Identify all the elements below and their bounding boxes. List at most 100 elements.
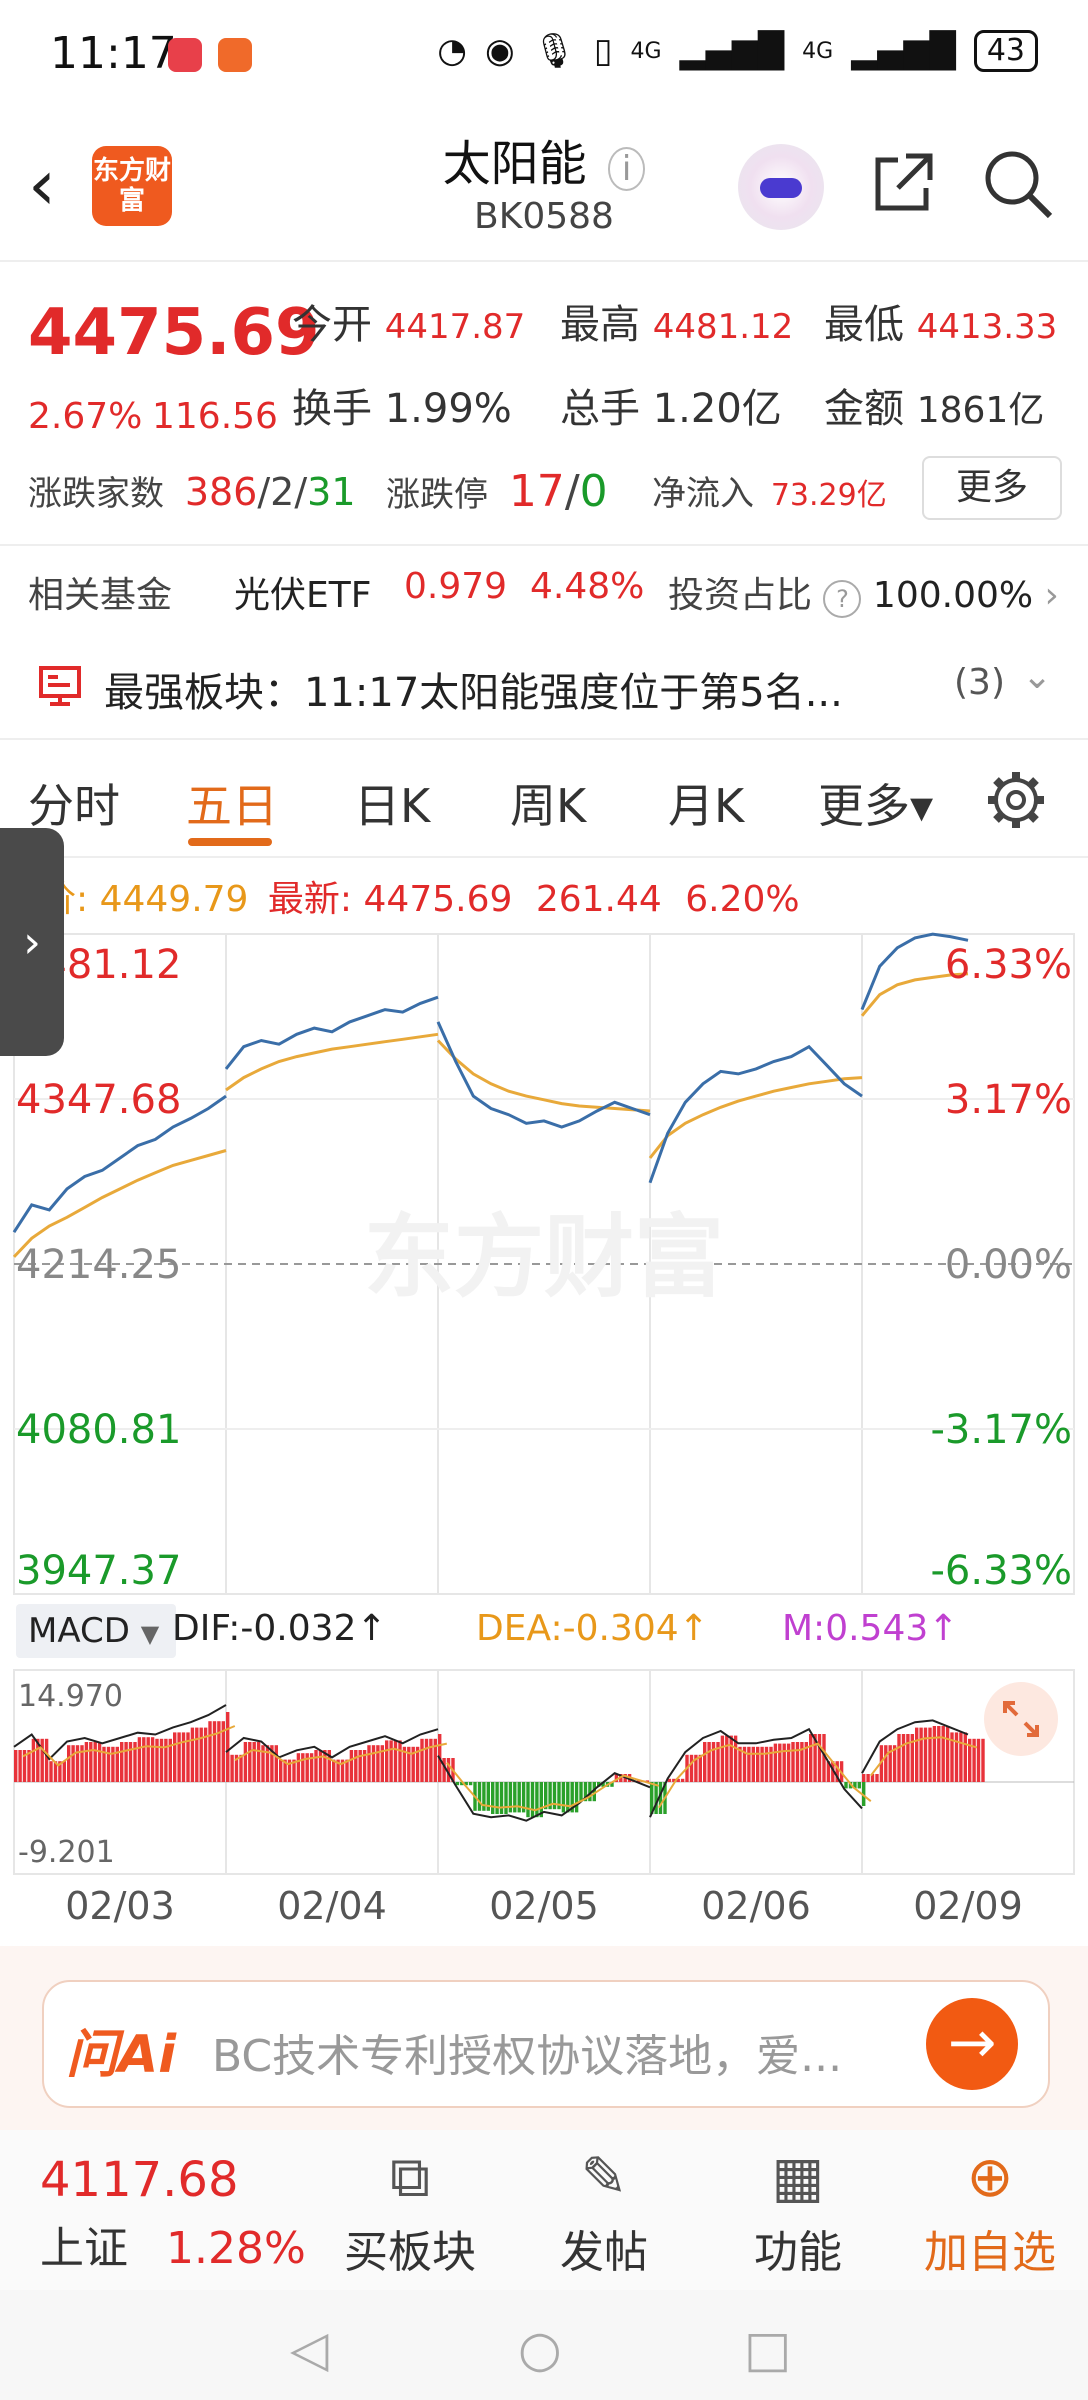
- info-icon[interactable]: i: [607, 147, 646, 191]
- price-line: [224, 995, 439, 1070]
- signal-4g-icon: 4G: [802, 38, 834, 64]
- macd-bar: [349, 1750, 354, 1782]
- chevron-right-icon[interactable]: ›: [1044, 575, 1059, 616]
- macd-bar: [292, 1759, 296, 1782]
- macd-bar: [173, 1732, 177, 1782]
- add-watchlist-icon: ⊕: [966, 2145, 1014, 2210]
- macd-bar: [433, 1738, 437, 1782]
- expand-icon[interactable]: [984, 1682, 1058, 1756]
- system-home-icon[interactable]: ○: [518, 2320, 562, 2378]
- active-tab-indicator: [188, 838, 272, 846]
- search-icon[interactable]: [982, 148, 1054, 224]
- y-axis-label-right: -6.33%: [930, 1548, 1072, 1594]
- x-axis-label: 02/04: [277, 1884, 387, 1928]
- macd-bar: [645, 1780, 649, 1782]
- average-price-line: [436, 1039, 651, 1113]
- question-icon[interactable]: ?: [823, 580, 862, 618]
- tab-intraday[interactable]: 分时: [28, 779, 120, 833]
- macd-bar: [376, 1745, 380, 1782]
- macd-bar: [93, 1742, 97, 1782]
- tab-five-day[interactable]: 五日: [186, 779, 278, 833]
- chevron-down-icon[interactable]: ⌄: [1022, 656, 1053, 697]
- tab-weekly-k[interactable]: 周K: [510, 779, 587, 833]
- macd-bar: [49, 1761, 53, 1782]
- y-axis-label-right: 0.00%: [945, 1242, 1072, 1288]
- y-axis-label-left: 4080.81: [16, 1407, 181, 1453]
- system-recents-icon[interactable]: □: [744, 2320, 792, 2378]
- macd-bar: [557, 1782, 561, 1810]
- indicator-selector[interactable]: MACD ▼: [16, 1604, 176, 1658]
- macd-chart[interactable]: 14.970 -9.201: [0, 1664, 1088, 1880]
- macd-bar: [733, 1735, 738, 1782]
- macd-bar: [561, 1782, 566, 1813]
- quote-low: 最低 4413.33: [824, 302, 1058, 348]
- macd-bar: [217, 1721, 221, 1782]
- quote-open: 今开 4417.87: [292, 302, 526, 348]
- more-button[interactable]: 更多: [922, 456, 1062, 520]
- dea-line: [657, 1742, 872, 1809]
- nav-functions[interactable]: ▦ 功能: [718, 2140, 878, 2280]
- macd-bar: [570, 1782, 574, 1813]
- macd-bar: [786, 1743, 791, 1782]
- macd-bar: [654, 1782, 658, 1814]
- macd-bar: [371, 1745, 376, 1782]
- system-back-icon[interactable]: ◁: [290, 2320, 329, 2378]
- dif-line: [225, 1728, 439, 1759]
- strongest-sector-text[interactable]: 最强板块：11:17太阳能强度位于第5名...: [104, 670, 843, 716]
- macd-bar: [972, 1738, 976, 1782]
- macd-bar: [614, 1774, 619, 1782]
- macd-bar: [548, 1782, 552, 1810]
- strongest-count: (3): [954, 662, 1005, 703]
- macd-bar: [945, 1726, 950, 1782]
- macd-bar: [504, 1782, 508, 1814]
- macd-bar: [181, 1732, 186, 1782]
- macd-bar: [888, 1745, 892, 1782]
- macd-bar: [910, 1734, 914, 1782]
- sector-name: 太阳能: [442, 136, 587, 192]
- battery-icon: 43: [973, 30, 1038, 72]
- nav-post[interactable]: ✎ 发帖: [524, 2140, 684, 2280]
- share-icon[interactable]: [868, 148, 938, 222]
- average-price-line: [860, 972, 969, 1017]
- index-ticker[interactable]: 4117.68 上证 1.28%: [40, 2152, 306, 2276]
- macd-bar: [137, 1737, 142, 1782]
- macd-bar: [438, 1758, 442, 1782]
- macd-dif: DIF:-0.032↑: [172, 1608, 387, 1649]
- tab-more[interactable]: 更多▾: [818, 779, 934, 833]
- macd-bar: [756, 1746, 760, 1782]
- tab-monthly-k[interactable]: 月K: [668, 779, 745, 833]
- macd-bar: [44, 1738, 49, 1782]
- page-header: ‹ 东方财富 太阳能 i BK0588: [0, 110, 1088, 262]
- macd-bar: [243, 1742, 248, 1782]
- x-axis-label: 02/05: [489, 1884, 599, 1928]
- macd-bar: [340, 1759, 345, 1782]
- macd-bar: [950, 1732, 954, 1782]
- ai-search-bar[interactable]: 问Ai BC技术专利授权协议落地，爱... →: [42, 1980, 1050, 2108]
- gear-icon[interactable]: [984, 768, 1048, 836]
- ai-assistant-avatar[interactable]: [738, 144, 824, 230]
- arrow-right-icon[interactable]: →: [926, 1998, 1018, 2090]
- nav-add-watchlist[interactable]: ⊕ 加自选: [910, 2140, 1070, 2280]
- macd-bar: [393, 1740, 398, 1782]
- macd-bar: [862, 1774, 866, 1782]
- system-nav-bar: ◁ ○ □: [0, 2290, 1088, 2400]
- macd-bar: [380, 1745, 384, 1782]
- macd-bar: [579, 1782, 583, 1802]
- side-panel-toggle[interactable]: ›: [0, 828, 64, 1056]
- five-day-price-chart[interactable]: 东方财富 4481.12 6.33%4347.68 3.17%4214.25 0.00…: [0, 928, 1088, 1598]
- watermark: 东方财富: [364, 1205, 724, 1310]
- nav-buy-sector[interactable]: ⧉ 买板块: [330, 2140, 490, 2280]
- macd-bar: [84, 1742, 89, 1782]
- macd-bar: [703, 1742, 707, 1782]
- back-icon[interactable]: ‹: [28, 144, 56, 226]
- fund-name[interactable]: 光伏ETF: [234, 575, 372, 616]
- macd-bar: [208, 1721, 212, 1782]
- macd-bar: [751, 1746, 755, 1782]
- macd-bar: [822, 1734, 826, 1782]
- chart-info: 价: 4449.79 最新: 4475.69 261.44 6.20%: [40, 879, 800, 920]
- macd-bar: [314, 1750, 318, 1782]
- grid-icon: ▦: [771, 2145, 825, 2210]
- tab-daily-k[interactable]: 日K: [354, 779, 431, 833]
- macd-bar: [650, 1782, 654, 1814]
- macd-bar: [424, 1738, 429, 1782]
